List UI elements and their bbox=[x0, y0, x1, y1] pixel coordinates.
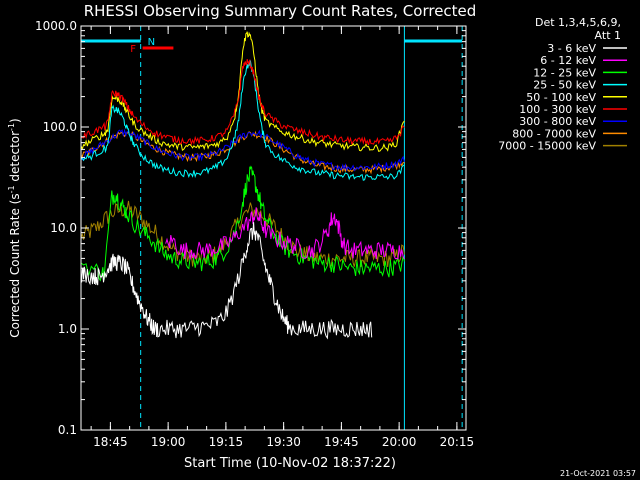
y-tick-label: 100.0 bbox=[43, 120, 77, 134]
x-axis-label: Start Time (10-Nov-02 18:37:22) bbox=[184, 456, 396, 471]
series-line-1 bbox=[165, 207, 405, 260]
x-axis: 18:45 19:00 19:15 19:30 19:45 20:00 20:15 bbox=[90, 26, 475, 449]
x-tick-label: 18:45 bbox=[93, 435, 128, 449]
x-tick-label: 19:45 bbox=[324, 435, 359, 449]
legend-label: 7000 - 15000 keV bbox=[498, 140, 596, 153]
legend-label: 3 - 6 keV bbox=[547, 42, 596, 55]
series-line-2 bbox=[80, 165, 405, 282]
series-line-5 bbox=[80, 58, 405, 146]
legend-label: 800 - 7000 keV bbox=[512, 127, 596, 140]
legend-label: 100 - 300 keV bbox=[519, 103, 596, 116]
x-tick-label: 20:15 bbox=[440, 435, 475, 449]
series-line-3 bbox=[80, 60, 405, 181]
series-layer bbox=[80, 31, 405, 340]
legend-label: 50 - 100 keV bbox=[526, 91, 596, 104]
series-line-0 bbox=[80, 222, 373, 340]
legend-title-line2: Att 1 bbox=[595, 29, 621, 42]
legend-title-line1: Det 1,3,4,5,6,9, bbox=[535, 16, 621, 29]
series-line-7 bbox=[80, 130, 405, 175]
x-tick-label: 20:00 bbox=[382, 435, 417, 449]
x-tick-label: 19:30 bbox=[266, 435, 301, 449]
footer-date: 21-Oct-2021 03:57 bbox=[560, 469, 636, 478]
y-tick-label: 1000.0 bbox=[35, 19, 77, 33]
series-line-8 bbox=[80, 200, 405, 269]
y-tick-label: 0.1 bbox=[58, 423, 77, 437]
flare-flag-label: F bbox=[130, 44, 136, 55]
x-tick-label: 19:15 bbox=[209, 435, 244, 449]
y-tick-label: 1.0 bbox=[58, 322, 77, 336]
legend-label: 12 - 25 keV bbox=[533, 66, 596, 79]
y-axis: 0.1 1.0 10.0 100.0 1000.0 bbox=[35, 19, 466, 437]
legend-label: 25 - 50 keV bbox=[533, 79, 596, 92]
chart-title: RHESSI Observing Summary Count Rates, Co… bbox=[84, 2, 477, 20]
y-tick-label: 10.0 bbox=[50, 221, 77, 235]
y-axis-label: Corrected Count Rate (s-1 detector-1) bbox=[7, 118, 22, 337]
x-tick-label: 19:00 bbox=[151, 435, 186, 449]
legend-label: 300 - 800 keV bbox=[519, 115, 596, 128]
night-flag-label: N bbox=[148, 37, 155, 48]
flag-bars: NF bbox=[81, 37, 463, 55]
series-line-6 bbox=[80, 128, 405, 172]
legend-label: 6 - 12 keV bbox=[540, 54, 596, 67]
series-line-4 bbox=[80, 31, 405, 153]
